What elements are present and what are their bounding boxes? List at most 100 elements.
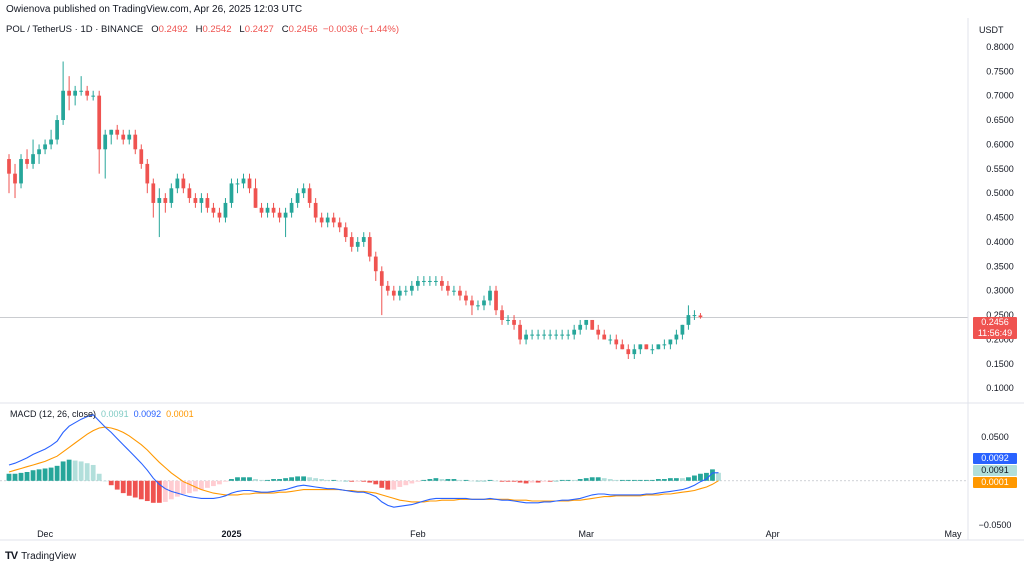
- candle-body: [494, 290, 498, 311]
- symbol-name[interactable]: POL / TetherUS · 1D · BINANCE: [6, 24, 144, 35]
- macd-histogram-bar: [132, 480, 138, 498]
- macd-histogram-bar: [571, 479, 577, 481]
- candle-body: [578, 324, 583, 330]
- candle-body: [464, 295, 468, 301]
- macd-pane[interactable]: [0, 414, 968, 508]
- macd-histogram-bar: [114, 480, 120, 490]
- candle-body: [295, 193, 300, 203]
- macd-histogram-bar: [680, 478, 685, 481]
- candle-body: [415, 280, 420, 286]
- macd-histogram-bar: [661, 479, 667, 481]
- tradingview-logo: TV: [5, 550, 18, 562]
- candle-body: [620, 344, 625, 350]
- macd-histogram-bar: [643, 479, 649, 481]
- candle-body: [19, 159, 23, 184]
- candle-body: [656, 344, 661, 350]
- macd-line: [8, 414, 719, 508]
- candle-body: [361, 237, 366, 242]
- macd-histogram-bar: [427, 479, 433, 481]
- candle-body: [133, 134, 138, 150]
- candle-body: [572, 329, 577, 335]
- candle-body: [55, 120, 59, 140]
- candle-body: [235, 183, 240, 185]
- candle-body: [73, 90, 78, 96]
- candle-body: [277, 212, 282, 218]
- candle-body: [692, 315, 697, 317]
- price-tick-label: 0.5500: [986, 164, 1014, 174]
- macd-histogram-bar: [481, 480, 487, 482]
- candle-body: [79, 90, 84, 92]
- candle-body: [446, 285, 450, 291]
- macd-histogram-bar: [529, 480, 535, 483]
- candle-body: [391, 290, 396, 296]
- macd-histogram-bar: [655, 479, 661, 481]
- time-tick-label: Dec: [37, 529, 54, 539]
- currency-label[interactable]: USDT: [979, 25, 1004, 35]
- candle-body: [518, 324, 522, 340]
- bar-countdown: 11:56:49: [977, 328, 1013, 338]
- candle-body: [199, 198, 204, 203]
- candle-body: [103, 134, 108, 150]
- published-by: Owienova published on TradingView.com, A…: [6, 4, 303, 15]
- open-label: O: [151, 24, 159, 35]
- macd-histogram-bar: [631, 479, 637, 481]
- candle-body: [560, 334, 565, 336]
- price-pane[interactable]: [7, 61, 703, 359]
- macd-histogram-bar: [150, 480, 156, 503]
- macd-histogram-bar: [295, 476, 301, 481]
- candle-body: [301, 188, 306, 194]
- macd-histogram-bar: [535, 480, 541, 483]
- macd-histogram-bar: [716, 472, 721, 481]
- candle-body: [674, 334, 679, 340]
- candle-body: [650, 349, 655, 351]
- candle-body: [397, 290, 402, 296]
- macd-histogram-bar: [625, 479, 631, 481]
- candle-body: [163, 198, 168, 203]
- macd-histogram-bar: [710, 469, 715, 481]
- macd-histogram-bar: [223, 480, 228, 482]
- symbol-legend: POL / TetherUS · 1D · BINANCE O0.2492 H0…: [6, 24, 399, 35]
- candle-body: [367, 237, 372, 257]
- high-label: H: [195, 24, 203, 35]
- price-tick-label: 0.8000: [986, 42, 1014, 52]
- macd-tick-label: 0.0500: [981, 432, 1009, 442]
- candle-body: [307, 188, 312, 203]
- macd-histogram-bar: [259, 479, 264, 481]
- candle-body: [241, 178, 246, 184]
- candle-body: [373, 256, 378, 272]
- macd-histogram-bar: [475, 480, 481, 482]
- time-tick-label: Apr: [766, 529, 780, 539]
- macd-histogram-bar: [313, 478, 319, 481]
- macd-histogram-bar: [499, 480, 505, 482]
- candle-body: [488, 290, 492, 301]
- tradingview-brand[interactable]: TV TradingView: [5, 550, 76, 562]
- axes: 0.1000 0.1500 0.2000 0.2500 0.3000 0.3500 0.40…: [0, 18, 1024, 541]
- candle-body: [698, 315, 703, 318]
- hist-tag: 0.0091: [973, 465, 1017, 476]
- macd-histogram-bar: [6, 473, 12, 481]
- macd-histogram-bar: [247, 477, 252, 481]
- macd-histogram-bar: [211, 480, 216, 487]
- candle-body: [205, 198, 210, 208]
- macd-histogram-bar: [451, 479, 457, 481]
- candle-body: [632, 349, 637, 355]
- brand-name: TradingView: [21, 550, 77, 562]
- macd-histogram-bar: [277, 479, 282, 481]
- candle-body: [512, 319, 516, 325]
- macd-histogram-bar: [445, 479, 451, 481]
- macd-histogram-bar: [126, 480, 132, 496]
- candle-body: [662, 344, 667, 346]
- macd-histogram-bar: [174, 480, 180, 497]
- open-value: 0.2492: [158, 24, 188, 35]
- macd-title[interactable]: MACD (12, 26, close): [10, 409, 97, 419]
- macd-histogram-bar: [192, 480, 198, 492]
- macd-histogram-bar: [120, 480, 126, 494]
- candle-body: [331, 217, 336, 223]
- candle-body: [193, 198, 198, 203]
- candle-body: [452, 290, 456, 292]
- macd-legend: MACD (12, 26, close) 0.0091 0.0092 0.000…: [10, 409, 194, 419]
- macd-histogram-bar: [547, 480, 553, 482]
- candle-body: [187, 188, 192, 199]
- macd-histogram-bar: [253, 479, 258, 481]
